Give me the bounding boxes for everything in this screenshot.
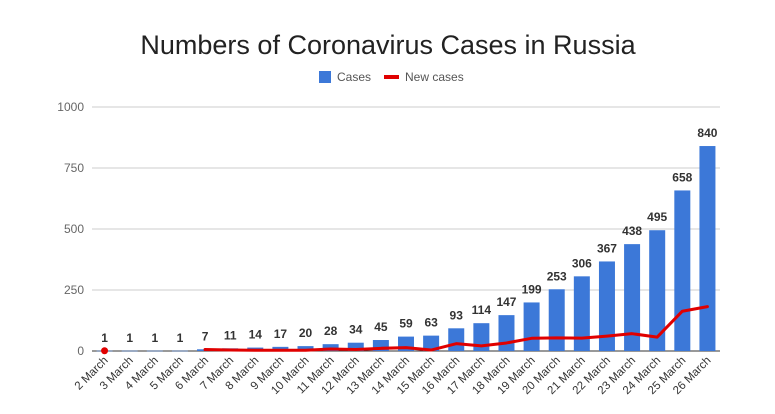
- bar-value-label: 147: [496, 295, 516, 309]
- bar-value-label: 495: [647, 210, 667, 224]
- bar-value-label: 199: [522, 282, 542, 296]
- bar-cases: [372, 340, 389, 351]
- bar-cases: [423, 335, 440, 351]
- legend-label-new-cases: New cases: [405, 70, 464, 84]
- bar-value-label: 28: [324, 324, 338, 338]
- bar-value-label: 1: [101, 331, 108, 345]
- y-tick-label: 250: [64, 283, 84, 297]
- bar-cases: [121, 350, 138, 352]
- bar-cases: [674, 190, 691, 351]
- y-tick-label: 500: [64, 222, 84, 236]
- bar-cases: [347, 342, 364, 351]
- bar-value-label: 7: [202, 329, 209, 343]
- gridlines: [92, 106, 720, 352]
- bar-cases: [548, 289, 565, 351]
- bar-value-label: 17: [274, 327, 288, 341]
- y-axis-ticks: 0 250 500 750 1000: [57, 100, 84, 358]
- bar-value-label: 93: [450, 308, 464, 322]
- bar-value-label: 367: [597, 241, 617, 255]
- legend-swatch-cases: [319, 71, 331, 83]
- bar-cases: [171, 350, 188, 352]
- legend: Cases New cases: [319, 70, 464, 84]
- bar-value-label: 306: [572, 256, 592, 270]
- bar-cases: [598, 261, 615, 351]
- legend-label-cases: Cases: [337, 70, 371, 84]
- bar-cases: [297, 346, 314, 351]
- bar-value-label: 45: [374, 320, 388, 334]
- bar-value-label: 114: [472, 303, 492, 317]
- bar-value-label: 14: [249, 328, 263, 342]
- new-cases-line-layer: [101, 305, 709, 355]
- bar-value-label: 253: [547, 269, 567, 283]
- bar-value-label: 59: [399, 317, 413, 331]
- bar-cases: [498, 315, 515, 351]
- y-tick-label: 0: [77, 344, 84, 358]
- bar-value-label: 11: [224, 328, 237, 342]
- bar-value-label: 840: [697, 126, 717, 140]
- bar-value-label: 34: [349, 323, 363, 337]
- bar-value-label: 438: [622, 224, 642, 238]
- bar-cases: [624, 244, 641, 351]
- bar-cases: [146, 350, 163, 352]
- bar-cases: [649, 230, 666, 351]
- bar-cases: [573, 276, 590, 351]
- new-cases-point: [101, 347, 109, 355]
- bar-cases: [448, 328, 465, 351]
- chart-title: Numbers of Coronavirus Cases in Russia: [140, 30, 636, 60]
- bar-value-label: 1: [151, 331, 158, 345]
- y-tick-label: 750: [64, 161, 84, 175]
- bar-cases: [523, 302, 540, 351]
- bar-cases: [699, 146, 716, 351]
- new-cases-line: [203, 305, 709, 352]
- bar-value-label: 20: [299, 326, 313, 340]
- y-tick-label: 1000: [57, 100, 84, 114]
- bar-value-label: 1: [126, 331, 133, 345]
- bar-value-label: 1: [177, 331, 184, 345]
- bar-value-label: 63: [424, 316, 438, 330]
- legend-swatch-new-cases: [384, 75, 399, 79]
- bar-value-label: 658: [672, 170, 692, 184]
